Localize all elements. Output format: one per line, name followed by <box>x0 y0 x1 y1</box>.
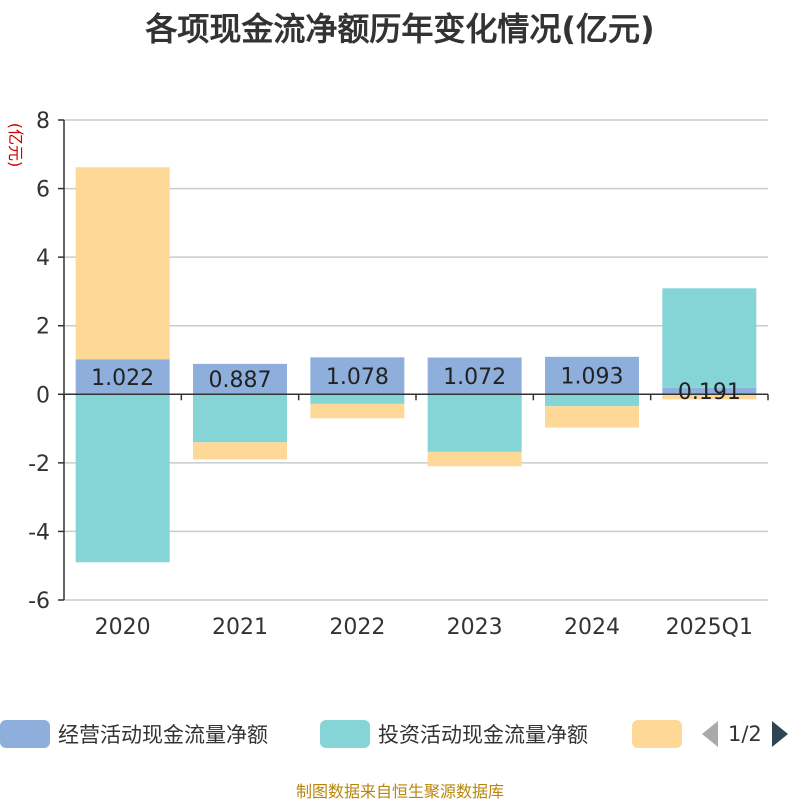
legend-pager: 1/2 <box>700 716 790 752</box>
pager-next-icon[interactable] <box>770 719 790 749</box>
bar-2025Q1-series1[interactable] <box>662 288 757 388</box>
bar-2025Q1-series2[interactable] <box>662 394 757 400</box>
x-tick-label: 2024 <box>564 615 620 640</box>
bar-2024-series2[interactable] <box>545 406 639 428</box>
data-label-2024: 1.093 <box>561 365 624 390</box>
bar-2022-series0[interactable] <box>310 357 405 395</box>
y-axis-label: (亿元) <box>6 123 25 168</box>
legend-label-investing: 投资活动现金流量净额 <box>378 723 588 747</box>
chart-title: 各项现金流净额历年变化情况(亿元) <box>145 10 655 48</box>
legend-item-investing[interactable]: 投资活动现金流量净额 <box>320 716 588 752</box>
bar-2022-series2[interactable] <box>310 403 405 419</box>
y-tick-label: 2 <box>36 315 50 340</box>
bar-2020-series1[interactable] <box>75 394 170 563</box>
legend-swatch-financing <box>632 720 682 748</box>
y-tick-label: -2 <box>28 452 50 477</box>
bar-2024-series1[interactable] <box>545 394 639 407</box>
legend-item-operating[interactable]: 经营活动现金流量净额 <box>0 716 268 752</box>
bar-2023-series0[interactable] <box>427 357 522 395</box>
x-tick-label: 2023 <box>447 615 503 640</box>
bar-2021-series1[interactable] <box>193 394 287 443</box>
data-label-2023: 1.072 <box>443 365 506 390</box>
legend-swatch-operating <box>0 720 50 748</box>
data-label-2022: 1.078 <box>326 365 389 390</box>
bar-2021-series2[interactable] <box>193 442 287 460</box>
bar-2024-series0[interactable] <box>545 356 639 395</box>
y-tick-label: 4 <box>36 246 50 271</box>
pager-prev-icon[interactable] <box>700 719 720 749</box>
x-tick-label: 2025Q1 <box>666 615 753 640</box>
data-label-2020: 1.022 <box>91 366 154 391</box>
x-tick-label: 2021 <box>212 615 268 640</box>
data-label-2021: 0.887 <box>209 368 272 393</box>
y-tick-label: 0 <box>36 383 50 408</box>
bars <box>75 167 757 563</box>
bar-2020-series0[interactable] <box>75 359 170 395</box>
x-tick-label: 2020 <box>95 615 151 640</box>
pager-text: 1/2 <box>728 722 762 746</box>
data-labels: 1.022 0.887 1.078 1.072 1.093 0.191 <box>91 365 741 405</box>
legend-swatch-investing <box>320 720 370 748</box>
bar-2022-series1[interactable] <box>310 394 405 404</box>
source-note: 制图数据来自恒生聚源数据库 <box>295 782 504 801</box>
y-tick-label: 6 <box>36 178 50 203</box>
y-tick-label: -4 <box>28 520 50 545</box>
bar-2020-series2[interactable] <box>75 167 170 360</box>
bar-2023-series1[interactable] <box>427 394 522 452</box>
legend-label-operating: 经营活动现金流量净额 <box>58 723 268 747</box>
axes: -6 -4 -2 0 2 4 6 8 2020 2021 2022 2023 2024 2025Q1 <box>28 109 769 640</box>
x-tick-label: 2022 <box>329 615 385 640</box>
bar-2023-series2[interactable] <box>427 451 522 467</box>
legend-item-financing[interactable] <box>632 716 682 752</box>
data-label-2025Q1: 0.191 <box>678 380 741 405</box>
y-tick-label: 8 <box>36 109 50 134</box>
bar-2021-series0[interactable] <box>193 363 287 395</box>
y-tick-label: -6 <box>28 589 50 614</box>
bar-2025Q1-series0[interactable] <box>662 387 757 395</box>
